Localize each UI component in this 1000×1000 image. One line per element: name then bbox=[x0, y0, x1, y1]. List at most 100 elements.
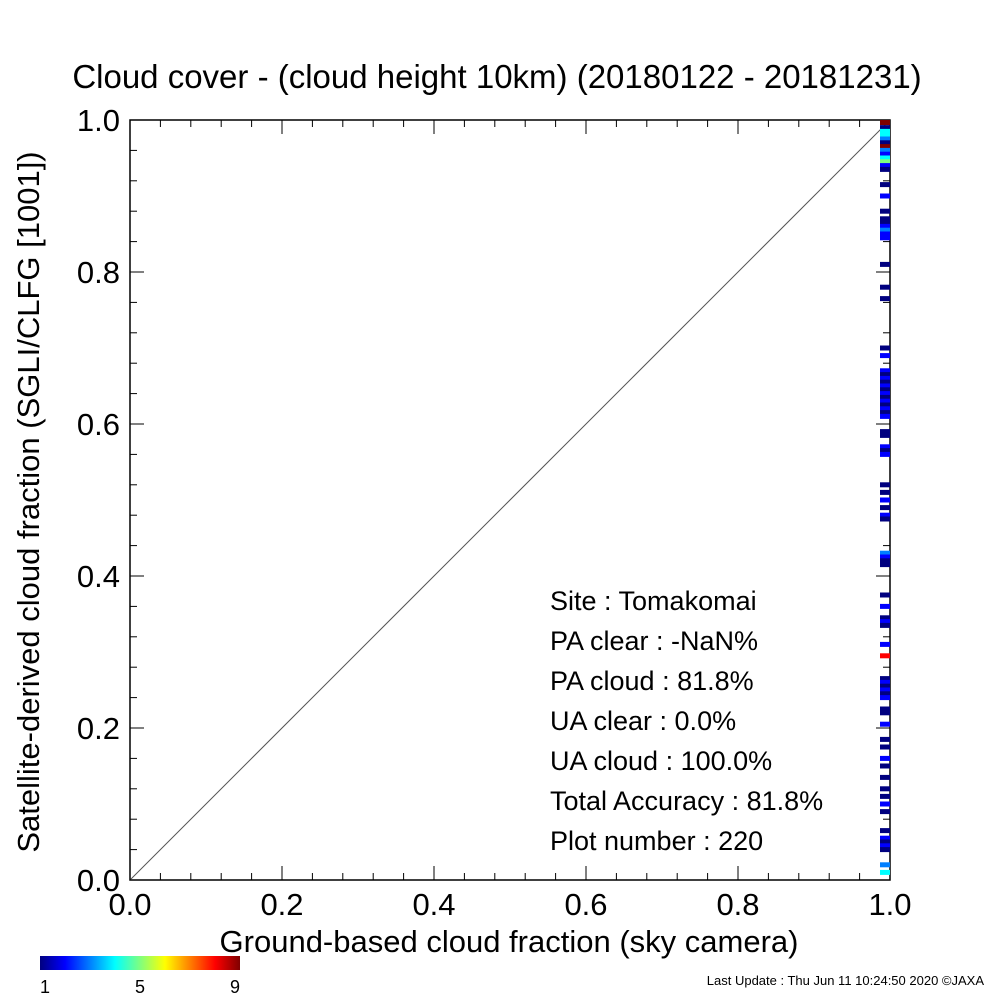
data-point bbox=[880, 223, 890, 229]
data-point bbox=[880, 166, 890, 172]
data-point bbox=[880, 862, 890, 868]
data-point bbox=[880, 550, 890, 556]
data-point bbox=[880, 353, 890, 359]
stat-line: PA cloud : 81.8% bbox=[550, 666, 754, 696]
data-point bbox=[880, 406, 890, 412]
data-point bbox=[880, 755, 890, 761]
colorbar bbox=[40, 956, 240, 970]
colorbar-tick-label: 1 bbox=[40, 977, 50, 997]
stat-line: PA clear : -NaN% bbox=[550, 626, 758, 656]
data-point bbox=[880, 182, 890, 188]
stat-line: Plot number : 220 bbox=[550, 826, 763, 856]
data-point bbox=[880, 120, 890, 125]
stat-line: UA cloud : 100.0% bbox=[550, 746, 772, 776]
data-point bbox=[880, 451, 890, 457]
x-tick-label: 0.8 bbox=[716, 887, 759, 922]
data-point bbox=[880, 869, 890, 875]
data-point bbox=[880, 208, 890, 214]
x-tick-label: 0.4 bbox=[412, 887, 455, 922]
data-point bbox=[880, 839, 890, 845]
data-point bbox=[880, 159, 890, 165]
data-point bbox=[880, 155, 890, 161]
data-point bbox=[880, 140, 890, 146]
data-point bbox=[880, 144, 890, 150]
data-point bbox=[880, 235, 890, 241]
data-point bbox=[880, 687, 890, 693]
data-point bbox=[880, 163, 890, 169]
data-point bbox=[880, 413, 890, 419]
data-point bbox=[880, 193, 890, 199]
data-point bbox=[880, 622, 890, 628]
data-point bbox=[880, 641, 890, 647]
data-point bbox=[880, 375, 890, 381]
data-point bbox=[880, 744, 890, 750]
colorbar-tick-label: 5 bbox=[135, 977, 145, 997]
data-point bbox=[880, 497, 890, 503]
data-point bbox=[880, 261, 890, 267]
data-point bbox=[880, 653, 890, 659]
stats-box: Site : Tomakomai PA clear : -NaN% PA cloud… bbox=[550, 586, 823, 856]
data-point bbox=[880, 843, 890, 849]
x-tick-labels: 0.0 0.2 0.4 0.6 0.8 1.0 bbox=[108, 887, 911, 922]
chart-title: Cloud cover - (cloud height 10km) (20180… bbox=[72, 58, 921, 95]
data-point bbox=[880, 402, 890, 408]
data-point bbox=[880, 695, 890, 701]
data-point bbox=[880, 512, 890, 518]
data-point bbox=[880, 516, 890, 522]
data-point bbox=[880, 835, 890, 841]
x-tick-label: 1.0 bbox=[868, 887, 911, 922]
data-point bbox=[880, 410, 890, 416]
colorbar-labels: 1 5 9 bbox=[40, 977, 240, 997]
data-point bbox=[880, 429, 890, 435]
stat-line: UA clear : 0.0% bbox=[550, 706, 736, 736]
data-point bbox=[880, 489, 890, 495]
data-point bbox=[880, 558, 890, 564]
data-point bbox=[880, 847, 890, 853]
x-axis-title: Ground-based cloud fraction (sky camera) bbox=[220, 924, 799, 959]
stat-line: Site : Tomakomai bbox=[550, 586, 757, 616]
data-point bbox=[880, 432, 890, 438]
data-point bbox=[880, 619, 890, 625]
data-point bbox=[880, 231, 890, 237]
data-point bbox=[880, 828, 890, 834]
data-point bbox=[880, 216, 890, 222]
data-point bbox=[880, 372, 890, 378]
y-axis-title: Satellite-derived cloud fraction (SGLI/C… bbox=[11, 151, 46, 852]
data-point bbox=[880, 592, 890, 598]
data-point bbox=[880, 448, 890, 454]
stat-line: Total Accuracy : 81.8% bbox=[550, 786, 823, 816]
y-tick-label: 0.2 bbox=[77, 711, 120, 746]
data-point bbox=[880, 151, 890, 157]
data-point bbox=[880, 398, 890, 404]
data-point bbox=[880, 721, 890, 727]
data-point bbox=[880, 615, 890, 621]
data-point bbox=[880, 147, 890, 153]
x-tick-label: 0.6 bbox=[564, 887, 607, 922]
data-point bbox=[880, 368, 890, 374]
data-point bbox=[880, 383, 890, 389]
data-point bbox=[880, 676, 890, 682]
y-tick-label: 0.8 bbox=[77, 255, 120, 290]
data-point bbox=[880, 379, 890, 385]
data-point bbox=[880, 679, 890, 685]
data-point bbox=[880, 774, 890, 780]
data-point bbox=[880, 444, 890, 450]
data-point bbox=[880, 793, 890, 799]
data-point bbox=[880, 554, 890, 560]
last-update-footer: Last Update : Thu Jun 11 10:24:50 2020 ©… bbox=[706, 973, 984, 988]
data-point bbox=[880, 284, 890, 290]
data-point bbox=[880, 345, 890, 351]
data-point bbox=[880, 603, 890, 609]
data-point bbox=[880, 296, 890, 302]
data-point bbox=[880, 136, 890, 142]
colorbar-tick-label: 9 bbox=[230, 977, 240, 997]
data-point bbox=[880, 736, 890, 742]
data-point bbox=[880, 220, 890, 226]
data-point bbox=[880, 125, 890, 131]
data-point bbox=[880, 763, 890, 769]
scatter-points bbox=[880, 120, 890, 875]
data-point bbox=[880, 706, 890, 712]
data-point bbox=[880, 683, 890, 689]
data-point bbox=[880, 562, 890, 568]
